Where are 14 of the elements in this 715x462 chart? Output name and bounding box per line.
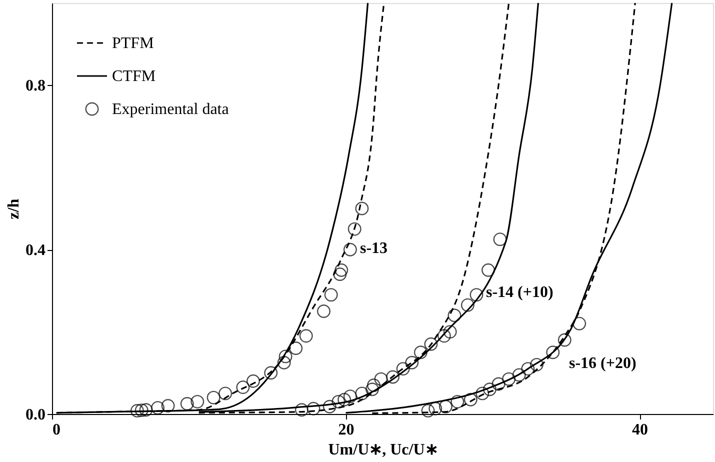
legend-label: PTFM	[112, 35, 154, 52]
annotation: s-14 (+10)	[486, 284, 554, 301]
annotation: s-13	[360, 240, 388, 257]
y-tick-label: 0.4	[26, 242, 46, 260]
x-axis-title: Um/U∗, Uc/U∗	[328, 442, 438, 458]
x-tick-label: 20	[338, 422, 354, 438]
y-tick-label: 0.8	[26, 78, 46, 95]
x-tick-label: 40	[632, 422, 648, 438]
y-tick-label: 0.0	[26, 406, 46, 424]
y-axis-title: z/h	[6, 198, 22, 220]
x-tick-label: 0	[52, 422, 60, 438]
annotation: s-16 (+20)	[569, 355, 636, 372]
legend-label: CTFM	[112, 68, 156, 85]
legend-label: Experimental data	[112, 101, 229, 118]
